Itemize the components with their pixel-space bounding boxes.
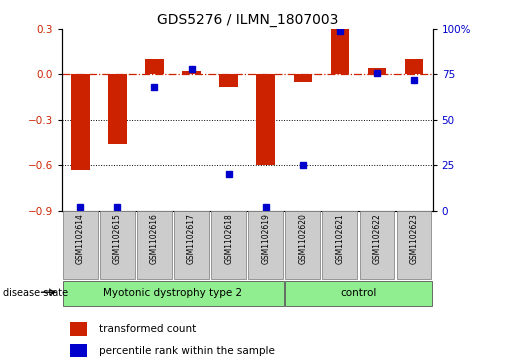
Text: GSM1102618: GSM1102618 — [224, 213, 233, 264]
FancyBboxPatch shape — [137, 211, 172, 279]
Text: GSM1102615: GSM1102615 — [113, 213, 122, 264]
Text: percentile rank within the sample: percentile rank within the sample — [99, 346, 275, 356]
Text: GSM1102622: GSM1102622 — [372, 213, 382, 264]
Text: GSM1102614: GSM1102614 — [76, 213, 85, 264]
Text: GSM1102621: GSM1102621 — [335, 213, 345, 264]
Text: GSM1102619: GSM1102619 — [261, 213, 270, 264]
Text: disease state: disease state — [3, 288, 67, 298]
FancyBboxPatch shape — [62, 281, 284, 306]
Bar — [368, 68, 386, 74]
Bar — [182, 72, 201, 74]
Text: GSM1102620: GSM1102620 — [298, 213, 307, 264]
Bar — [71, 74, 90, 170]
FancyBboxPatch shape — [397, 211, 432, 279]
Title: GDS5276 / ILMN_1807003: GDS5276 / ILMN_1807003 — [157, 13, 338, 26]
FancyBboxPatch shape — [174, 211, 209, 279]
Bar — [145, 59, 164, 74]
FancyBboxPatch shape — [63, 211, 98, 279]
FancyBboxPatch shape — [359, 211, 394, 279]
Bar — [256, 74, 275, 165]
Bar — [70, 344, 87, 357]
Text: control: control — [340, 288, 376, 298]
Text: Myotonic dystrophy type 2: Myotonic dystrophy type 2 — [104, 288, 243, 298]
Bar — [294, 74, 312, 82]
Bar — [331, 29, 349, 74]
Text: GSM1102623: GSM1102623 — [409, 213, 419, 264]
Text: GSM1102617: GSM1102617 — [187, 213, 196, 264]
FancyBboxPatch shape — [248, 211, 283, 279]
FancyBboxPatch shape — [100, 211, 135, 279]
Bar — [405, 59, 423, 74]
Text: transformed count: transformed count — [99, 324, 196, 334]
Bar — [70, 322, 87, 336]
FancyBboxPatch shape — [285, 281, 432, 306]
Bar — [108, 74, 127, 144]
FancyBboxPatch shape — [285, 211, 320, 279]
Text: GSM1102616: GSM1102616 — [150, 213, 159, 264]
FancyBboxPatch shape — [211, 211, 246, 279]
FancyBboxPatch shape — [322, 211, 357, 279]
Bar — [219, 74, 238, 86]
